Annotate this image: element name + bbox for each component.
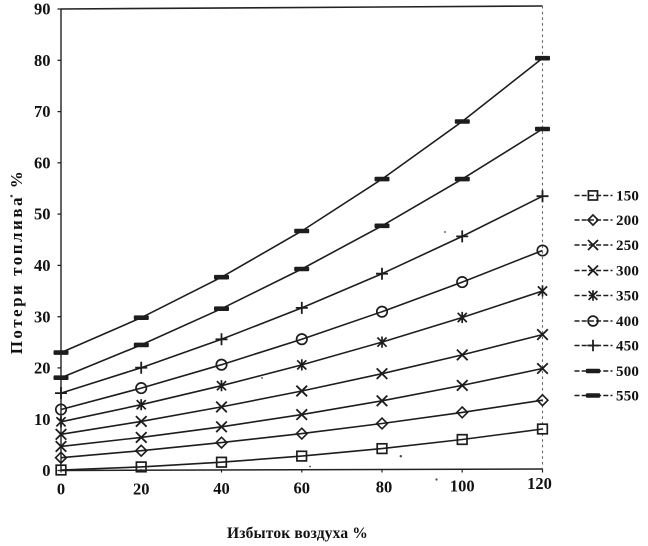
svg-text:Избыток воздуха %: Избыток воздуха % xyxy=(227,525,368,542)
svg-text:20: 20 xyxy=(133,480,150,499)
svg-text:120: 120 xyxy=(527,474,552,493)
svg-text:200: 200 xyxy=(616,213,639,229)
svg-text:70: 70 xyxy=(34,102,51,121)
svg-text:Потери топлива %: Потери топлива % xyxy=(7,169,26,355)
svg-text:100: 100 xyxy=(450,477,475,496)
svg-text:90: 90 xyxy=(34,0,51,19)
svg-text:40: 40 xyxy=(34,256,51,275)
svg-text:250: 250 xyxy=(616,238,639,254)
svg-text:400: 400 xyxy=(616,314,639,330)
svg-text:30: 30 xyxy=(34,307,51,326)
svg-text:550: 550 xyxy=(616,389,639,405)
svg-text:20: 20 xyxy=(34,359,51,378)
svg-text:0: 0 xyxy=(57,480,65,499)
svg-text:10: 10 xyxy=(34,410,51,429)
svg-text:500: 500 xyxy=(616,364,639,380)
svg-text:80: 80 xyxy=(376,478,393,497)
svg-text:60: 60 xyxy=(34,153,51,172)
svg-text:150: 150 xyxy=(616,189,639,205)
svg-text:50: 50 xyxy=(34,205,51,224)
svg-text:350: 350 xyxy=(616,289,639,305)
svg-text:60: 60 xyxy=(294,479,311,498)
svg-text:300: 300 xyxy=(616,264,639,280)
svg-text:40: 40 xyxy=(213,479,230,498)
svg-text:0: 0 xyxy=(42,461,50,480)
svg-text:80: 80 xyxy=(34,51,51,70)
svg-text:450: 450 xyxy=(616,339,639,355)
